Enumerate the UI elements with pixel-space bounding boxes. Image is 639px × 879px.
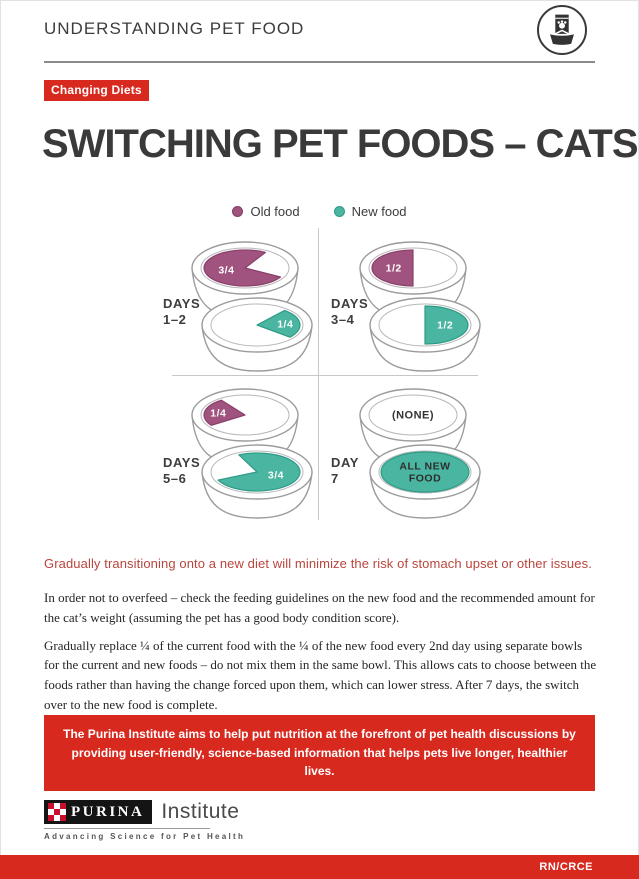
day-numbers: 5–6 (163, 470, 187, 486)
bowls-illustration: 1/2 1/2 (359, 241, 481, 372)
old-food-wedge (371, 249, 414, 287)
quadrant-days-3–4: 1/2 1/2 DAYS 3–4 (318, 228, 486, 375)
legend-dot-icon (333, 206, 345, 217)
new-food-wedge (256, 309, 301, 338)
bowl-portion-label: 3/4 (268, 470, 284, 482)
logo-rule (44, 828, 210, 829)
bowl-inner-surface (368, 394, 458, 436)
new-food-wedge (217, 452, 301, 492)
old-food-wedge (203, 249, 282, 287)
lead-sentence: Gradually transitioning onto a new diet … (44, 556, 592, 571)
logo-row: PURINA Institute (44, 800, 239, 824)
diagram-horizontal-divider (172, 375, 478, 376)
pet-food-bag-and-bowl-icon (537, 5, 587, 55)
quadrant-days-1–2: 3/4 1/4 DAYS 1–2 (150, 228, 318, 375)
bowls-illustration: (NONE) ALL NEW FOOD (359, 388, 481, 519)
diagram-vertical-divider (318, 228, 319, 520)
bowls-illustration: 3/4 1/4 (191, 241, 313, 372)
header-divider (44, 61, 595, 63)
page-title: SWITCHING PET FOODS – CATS (42, 122, 639, 166)
legend-label: Old food (250, 204, 300, 219)
transition-diagram: 3/4 1/4 DAYS 1–2 1/2 1/2 DAYS 3–4 1/4 3/4 DAYS 5–6(… (150, 228, 486, 522)
legend-label: New food (351, 204, 407, 219)
legend-item-new-food: New food (333, 204, 407, 219)
day-range-label: DAYS 3–4 (331, 296, 368, 327)
day-word: DAY (331, 455, 360, 470)
purina-checkerboard-icon (48, 803, 66, 821)
purina-institute-logo: PURINA Institute Advancing Science for P… (44, 800, 246, 841)
bowl-portion-label: ALL NEW FOOD (399, 461, 450, 485)
new-food-wedge (380, 451, 470, 493)
bowl-portion-label: 3/4 (218, 265, 234, 277)
bottom-bar: RN/CRCE (0, 855, 639, 879)
old-food-wedge (203, 399, 246, 426)
day-range-label: DAY 7 (331, 455, 359, 486)
bowl-portion-label: 1/2 (437, 320, 453, 332)
bowl-portion-label: 1/4 (210, 407, 226, 419)
new-food-wedge (424, 305, 469, 345)
quadrant-day-7: (NONE) ALL NEW FOOD DAY 7 (318, 375, 486, 522)
day-numbers: 3–4 (331, 311, 355, 327)
day-range-label: DAYS 1–2 (163, 296, 200, 327)
bowl-portion-label: (NONE) (392, 410, 434, 422)
body-paragraph: Gradually replace ¼ of the current food … (44, 637, 597, 712)
institute-text: Institute (161, 800, 240, 823)
body-paragraph: In order not to overfeed – check the fee… (44, 590, 595, 625)
page-header-title: UNDERSTANDING PET FOOD (44, 19, 305, 38)
purina-wordmark-box: PURINA (44, 800, 153, 824)
day-numbers: 7 (331, 470, 339, 486)
day-range-label: DAYS 5–6 (163, 455, 200, 486)
purina-institute-callout: The Purina Institute aims to help put nu… (44, 715, 595, 791)
day-word: DAYS (331, 296, 369, 311)
purina-brand-text: PURINA (71, 803, 145, 820)
pet-food-icon-graphic (550, 14, 574, 45)
bowls-illustration: 1/4 3/4 (191, 388, 313, 519)
brand-tagline: Advancing Science for Pet Health (44, 832, 246, 841)
legend: Old food New food (0, 204, 639, 219)
doc-code: RN/CRCE (539, 861, 593, 873)
legend-dot-icon (232, 206, 244, 217)
legend-item-old-food: Old food (232, 204, 300, 219)
bowl-portion-label: 1/4 (277, 318, 293, 330)
day-word: DAYS (163, 455, 201, 470)
section-badge: Changing Diets (44, 80, 149, 101)
quadrant-days-5–6: 1/4 3/4 DAYS 5–6 (150, 375, 318, 522)
bowl-portion-label: 1/2 (386, 263, 402, 275)
day-word: DAYS (163, 296, 201, 311)
day-numbers: 1–2 (163, 311, 187, 327)
